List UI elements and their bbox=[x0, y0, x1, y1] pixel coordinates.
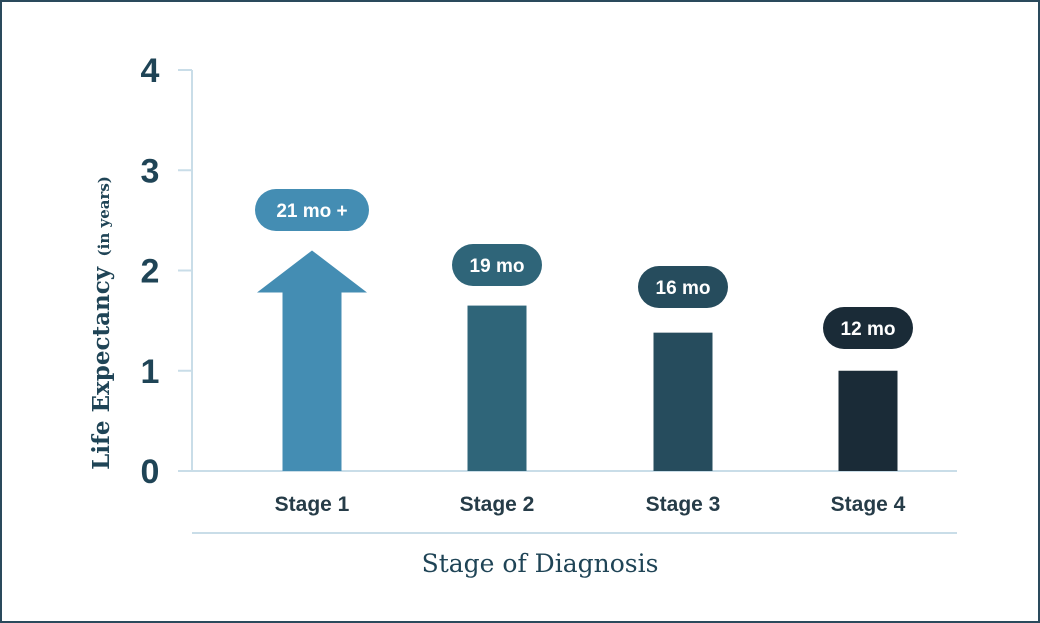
bar-arrow bbox=[257, 250, 367, 471]
data-label: 21 mo + bbox=[276, 201, 347, 222]
y-tick-label: 4 bbox=[141, 52, 160, 90]
data-label-pill bbox=[823, 307, 913, 349]
y-tick-label: 3 bbox=[141, 152, 160, 190]
y-tick-label: 0 bbox=[141, 453, 160, 491]
bar bbox=[838, 370, 898, 471]
data-label-pill bbox=[638, 266, 728, 308]
bar bbox=[467, 305, 527, 471]
x-tick-label: Stage 4 bbox=[831, 493, 906, 516]
data-label: 19 mo bbox=[470, 256, 525, 277]
y-axis-title-main: Life Expectancy bbox=[88, 266, 115, 470]
bar bbox=[653, 332, 713, 471]
data-labels: 21 mo + 19 mo 16 mo 12 mo bbox=[255, 189, 913, 349]
data-label-pill bbox=[255, 189, 369, 231]
x-tick-label: Stage 3 bbox=[646, 493, 721, 516]
x-tick-label: Stage 1 bbox=[275, 493, 350, 516]
data-label: 16 mo bbox=[656, 278, 711, 299]
y-axis-title: Life Expectancy (in years) bbox=[88, 176, 115, 470]
y-tick-label: 2 bbox=[141, 253, 160, 291]
bars bbox=[257, 250, 898, 471]
data-label-pill bbox=[452, 244, 542, 286]
y-axis-title-unit: (in years) bbox=[95, 176, 113, 256]
data-label: 12 mo bbox=[841, 319, 896, 340]
x-tick-label: Stage 2 bbox=[460, 493, 535, 516]
x-axis-title: Stage of Diagnosis bbox=[422, 549, 659, 578]
y-tick-label: 1 bbox=[141, 353, 160, 391]
axes: 0 1 2 3 4 Stage 1 Stage 2 Stage 3 Stage 4 bbox=[141, 52, 957, 534]
